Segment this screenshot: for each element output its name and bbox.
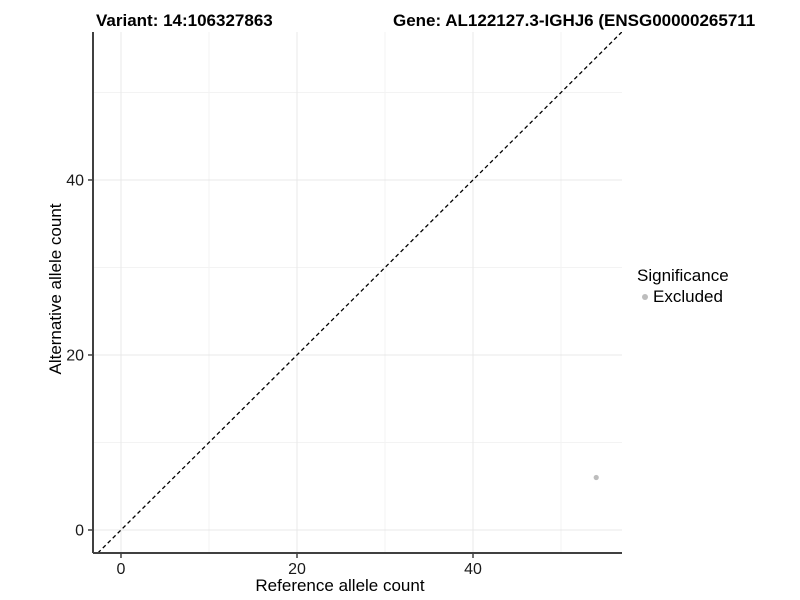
y-tick-label: 40 xyxy=(66,172,84,189)
data-point-excluded xyxy=(593,474,599,481)
legend-item-excluded: Excluded xyxy=(637,287,729,307)
x-tick-label: 0 xyxy=(117,561,126,578)
y-axis-title: Alternative allele count xyxy=(46,203,65,375)
x-tick-label: 40 xyxy=(464,561,482,578)
excluded-point-icon xyxy=(642,294,648,300)
variant-title: Variant: 14:106327863 xyxy=(96,11,273,30)
legend: Significance Excluded xyxy=(637,266,729,307)
identity-line xyxy=(97,32,622,553)
legend-title: Significance xyxy=(637,266,729,285)
gene-title: Gene: AL122127.3-IGHJ6 (ENSG00000265711 xyxy=(393,11,756,30)
y-tick-label: 0 xyxy=(75,522,84,539)
x-axis-title: Reference allele count xyxy=(255,576,425,595)
x-tick-label: 20 xyxy=(288,561,306,578)
legend-item-label: Excluded xyxy=(653,287,723,306)
y-tick-label: 20 xyxy=(66,347,84,364)
legend-key xyxy=(635,287,655,307)
